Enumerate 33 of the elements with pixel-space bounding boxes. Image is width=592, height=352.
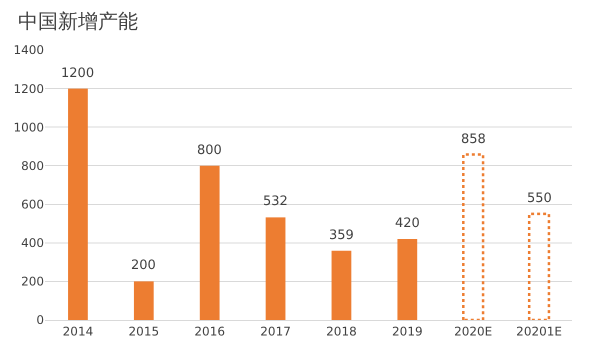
data-label: 532 <box>263 194 288 209</box>
bar <box>528 212 550 320</box>
bar <box>200 166 220 320</box>
data-label: 1200 <box>61 66 94 81</box>
x-tick-label: 2017 <box>260 324 291 338</box>
data-label: 200 <box>131 258 156 273</box>
y-tick-label: 600 <box>21 197 44 212</box>
data-label: 359 <box>329 228 354 243</box>
bar <box>397 239 418 320</box>
y-tick-label: 1400 <box>13 43 44 58</box>
x-tick-label: 2019 <box>392 324 423 338</box>
bar <box>332 250 352 320</box>
x-tick-label: 2016 <box>194 324 225 338</box>
x-tick-label: 2014 <box>62 324 94 338</box>
y-tick-label: 400 <box>21 236 44 250</box>
chart-title: 中国新增产能 <box>18 9 138 34</box>
y-tick-label: 200 <box>21 274 44 289</box>
bar <box>266 217 286 320</box>
x-tick-label: 2015 <box>128 324 160 338</box>
data-label: 550 <box>527 191 552 206</box>
x-tick-label: 2020E <box>454 324 492 338</box>
y-tick-label: 0 <box>36 313 44 328</box>
data-label: 420 <box>395 216 420 231</box>
data-label: 858 <box>461 132 486 147</box>
y-tick-label: 1200 <box>13 82 44 96</box>
x-tick-label: 20201E <box>516 324 562 338</box>
bar <box>134 281 154 320</box>
bar <box>68 88 88 320</box>
y-tick-label: 800 <box>21 158 44 173</box>
bar <box>462 153 484 320</box>
y-tick-label: 1000 <box>13 120 44 134</box>
x-tick-label: 2018 <box>326 324 357 338</box>
data-label: 800 <box>197 143 222 158</box>
